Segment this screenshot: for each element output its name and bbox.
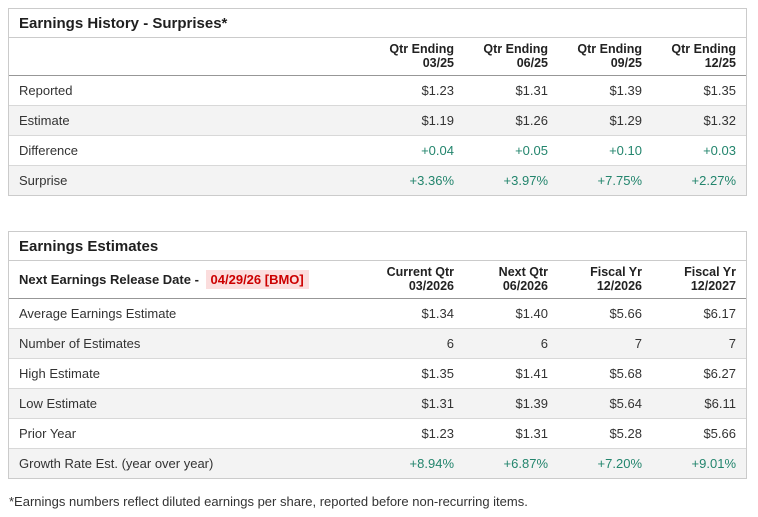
table-row: Prior Year $1.23 $1.31 $5.28 $5.66: [9, 418, 746, 449]
value-cell: 7: [634, 336, 642, 351]
header-row: Next Earnings Release Date - 04/29/26 [B…: [9, 261, 746, 299]
value-cell: +6.87%: [503, 456, 548, 471]
table-row: Difference +0.04 +0.05 +0.10 +0.03: [9, 135, 746, 166]
column-header: Qtr Ending 03/25: [389, 42, 454, 70]
value-cell: +7.75%: [597, 173, 642, 188]
value-cell: $1.31: [515, 426, 548, 441]
value-cell: +0.04: [421, 143, 454, 158]
column-header: Fiscal Yr 12/2026: [590, 265, 642, 293]
row-label: Difference: [19, 143, 79, 158]
release-date-badge: 04/29/26 [BMO]: [205, 269, 309, 289]
table-row: Surprise +3.36% +3.97% +7.75% +2.27%: [9, 165, 746, 195]
column-header: Qtr Ending 12/25: [671, 42, 736, 70]
value-cell: $5.28: [609, 426, 642, 441]
header-row: Qtr Ending 03/25 Qtr Ending 06/25 Qtr Endi…: [9, 38, 746, 76]
earnings-estimates-title: Earnings Estimates: [9, 232, 746, 261]
value-cell: $1.41: [515, 366, 548, 381]
earnings-estimates-panel: Earnings Estimates Next Earnings Release…: [8, 231, 747, 479]
value-cell: $1.35: [703, 83, 736, 98]
earnings-estimates-table: Next Earnings Release Date - 04/29/26 [B…: [9, 261, 746, 478]
row-label: Prior Year: [19, 426, 77, 441]
value-cell: $1.35: [421, 366, 454, 381]
row-label: High Estimate: [19, 366, 100, 381]
earnings-history-title: Earnings History - Surprises*: [9, 9, 746, 38]
column-header: Qtr Ending 06/25: [483, 42, 548, 70]
value-cell: $5.66: [609, 306, 642, 321]
value-cell: $1.39: [515, 396, 548, 411]
row-label: Growth Rate Est. (year over year): [19, 456, 214, 471]
value-cell: +3.36%: [409, 173, 454, 188]
column-header: Next Qtr 06/2026: [498, 265, 548, 293]
value-cell: $1.26: [515, 113, 548, 128]
release-date-label: Next Earnings Release Date -: [19, 271, 199, 287]
row-label: Low Estimate: [19, 396, 98, 411]
value-cell: +9.01%: [691, 456, 736, 471]
table-row: High Estimate $1.35 $1.41 $5.68 $6.27: [9, 358, 746, 389]
value-cell: $1.39: [609, 83, 642, 98]
row-label: Estimate: [19, 113, 70, 128]
value-cell: +8.94%: [409, 456, 454, 471]
column-header: Current Qtr 03/2026: [386, 265, 454, 293]
empty-header-cell: [9, 38, 370, 76]
table-row: Average Earnings Estimate $1.34 $1.40 $5.66…: [9, 299, 746, 329]
column-header: Qtr Ending 09/25: [577, 42, 642, 70]
row-label: Surprise: [19, 173, 68, 188]
value-cell: +3.97%: [503, 173, 548, 188]
earnings-history-table: Qtr Ending 03/25 Qtr Ending 06/25 Qtr Endi…: [9, 38, 746, 195]
value-cell: 6: [540, 336, 548, 351]
value-cell: $5.68: [609, 366, 642, 381]
value-cell: +0.10: [609, 143, 642, 158]
table-row: Growth Rate Est. (year over year) +8.94% +…: [9, 448, 746, 478]
value-cell: $1.31: [421, 396, 454, 411]
value-cell: $6.11: [704, 396, 736, 411]
row-label: Number of Estimates: [19, 336, 141, 351]
table-row: Low Estimate $1.31 $1.39 $5.64 $6.11: [9, 388, 746, 419]
earnings-history-panel: Earnings History - Surprises* Qtr Ending…: [8, 8, 747, 196]
value-cell: $6.27: [703, 366, 736, 381]
value-cell: $1.34: [421, 306, 454, 321]
earnings-footnote: *Earnings numbers reflect diluted earnin…: [9, 494, 528, 509]
value-cell: $1.23: [421, 426, 454, 441]
value-cell: +0.03: [703, 143, 736, 158]
column-header: Fiscal Yr 12/2027: [684, 265, 736, 293]
row-label: Reported: [19, 83, 73, 98]
value-cell: +0.05: [515, 143, 548, 158]
table-row: Reported $1.23 $1.31 $1.39 $1.35: [9, 76, 746, 106]
table-row: Number of Estimates 6 6 7 7: [9, 328, 746, 359]
value-cell: 7: [728, 336, 736, 351]
value-cell: $5.66: [703, 426, 736, 441]
next-earnings-release-cell: Next Earnings Release Date - 04/29/26 [B…: [9, 261, 370, 299]
value-cell: $6.17: [703, 306, 736, 321]
value-cell: $5.64: [609, 396, 642, 411]
value-cell: $1.29: [609, 113, 642, 128]
row-label: Average Earnings Estimate: [19, 306, 177, 321]
value-cell: +2.27%: [691, 173, 736, 188]
value-cell: $1.32: [703, 113, 736, 128]
table-row: Estimate $1.19 $1.26 $1.29 $1.32: [9, 105, 746, 136]
value-cell: $1.19: [421, 113, 454, 128]
value-cell: $1.31: [515, 83, 548, 98]
value-cell: $1.23: [421, 83, 454, 98]
value-cell: $1.40: [515, 306, 548, 321]
value-cell: +7.20%: [597, 456, 642, 471]
value-cell: 6: [446, 336, 454, 351]
